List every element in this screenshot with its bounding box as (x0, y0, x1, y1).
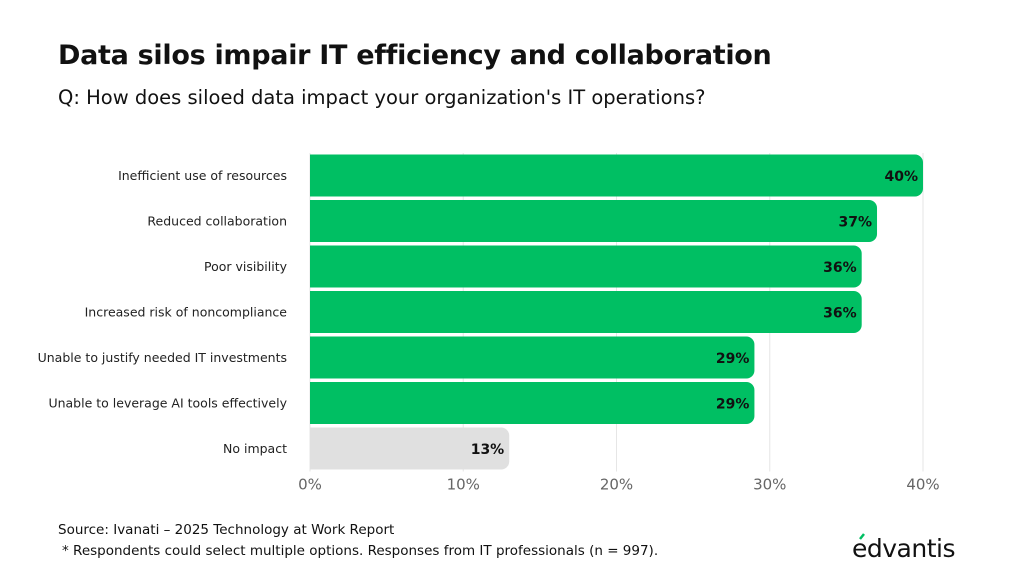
category-label: Unable to leverage AI tools effectively (48, 396, 287, 411)
bar (310, 336, 755, 379)
x-tick-label: 40% (906, 476, 939, 494)
category-label: Unable to justify needed IT investments (38, 350, 287, 365)
bar (310, 427, 510, 470)
chart-subtitle: Q: How does siloed data impact your orga… (58, 86, 706, 109)
category-label: Inefficient use of resources (118, 168, 287, 183)
bar (310, 245, 862, 288)
svg-text:edvantis: edvantis (852, 534, 955, 563)
x-tick-label: 10% (447, 476, 480, 494)
bar (310, 200, 878, 242)
x-tick-label: 20% (600, 476, 633, 494)
edvantis-logo: edvantis (852, 533, 955, 563)
footnote: * Respondents could select multiple opti… (62, 543, 659, 559)
bar (310, 154, 923, 197)
category-label: No impact (223, 441, 287, 456)
bar (310, 382, 755, 424)
data-label: 40% (884, 169, 918, 185)
bar (310, 291, 862, 333)
data-label: 29% (716, 351, 750, 367)
data-label: 13% (471, 442, 505, 458)
data-label: 37% (839, 215, 873, 231)
chart-title: Data silos impair IT efficiency and coll… (58, 40, 772, 71)
category-label: Poor visibility (204, 259, 288, 274)
x-tick-label: 0% (298, 476, 322, 494)
x-tick-label: 30% (753, 476, 786, 494)
source-text: Source: Ivanati – 2025 Technology at Wor… (58, 522, 395, 538)
data-label: 29% (716, 397, 750, 413)
data-label: 36% (823, 260, 857, 276)
category-label: Increased risk of noncompliance (85, 305, 288, 320)
data-label: 36% (823, 306, 857, 322)
category-label: Reduced collaboration (147, 214, 287, 229)
